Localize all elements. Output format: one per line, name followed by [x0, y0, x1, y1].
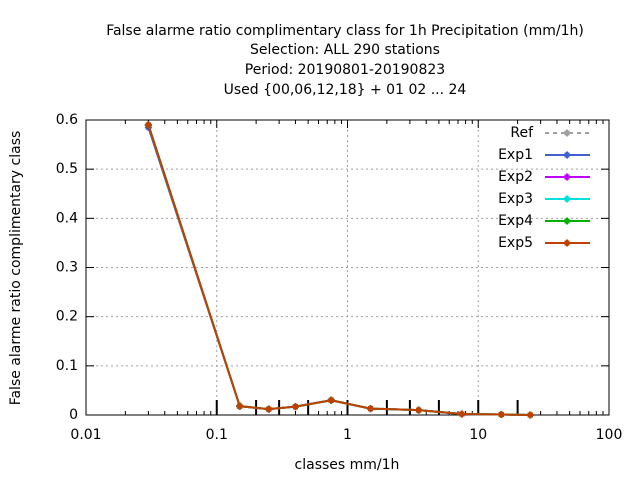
marker-part — [564, 152, 570, 158]
legend-marker — [563, 217, 571, 225]
x-tick-label: 0.1 — [206, 427, 228, 443]
legend-label: Exp1 — [498, 147, 533, 163]
series-line — [147, 127, 531, 416]
series-line — [147, 124, 531, 416]
data-point — [144, 121, 152, 129]
marker-part — [368, 406, 374, 412]
y-tick-label: 0.1 — [56, 358, 78, 374]
marker-part — [459, 411, 465, 417]
chart-title: False alarme ratio complimentary class f… — [106, 23, 584, 39]
y-tick-label: 0 — [69, 407, 78, 423]
marker-part — [564, 130, 570, 136]
legend-label: Ref — [510, 125, 534, 141]
marker-part — [564, 240, 570, 246]
legend-marker — [563, 151, 571, 159]
legend-marker — [563, 195, 571, 203]
marker-part — [145, 122, 151, 128]
data-point — [526, 411, 534, 419]
x-axis-label: classes mm/1h — [295, 457, 400, 473]
legend-label: Exp3 — [498, 191, 533, 207]
chart-subtitle: Used {00,06,12,18} + 01 02 ... 24 — [224, 82, 467, 98]
data-point — [497, 411, 505, 419]
legend-label: Exp5 — [498, 235, 533, 251]
x-tick-label: 10 — [469, 427, 487, 443]
chart-subtitle: Period: 20190801-20190823 — [245, 62, 445, 78]
y-tick-label: 0.3 — [56, 260, 78, 276]
chart-subtitle: Selection: ALL 290 stations — [250, 42, 440, 58]
x-tick-label: 1 — [343, 427, 352, 443]
marker-part — [498, 412, 504, 418]
marker-part — [564, 218, 570, 224]
data-point — [291, 403, 299, 411]
data-point — [265, 405, 273, 413]
data-point — [327, 396, 335, 404]
marker-part — [416, 407, 422, 413]
series-line — [147, 124, 531, 416]
marker-part — [292, 404, 298, 410]
legend-marker — [563, 129, 571, 137]
marker-part — [237, 403, 243, 409]
y-axis-label: False alarme ratio complimentary class — [8, 131, 24, 406]
x-tick-label: 0.01 — [70, 427, 101, 443]
data-point — [236, 402, 244, 410]
marker-part — [328, 397, 334, 403]
data-point — [458, 410, 466, 418]
marker-part — [564, 174, 570, 180]
marker-part — [266, 406, 272, 412]
legend-marker — [563, 239, 571, 247]
marker-part — [564, 196, 570, 202]
series-line — [147, 124, 531, 416]
y-tick-label: 0.2 — [56, 309, 78, 325]
y-tick-label: 0.6 — [56, 112, 78, 128]
data-point — [415, 406, 423, 414]
y-tick-label: 0.5 — [56, 161, 78, 177]
legend-label: Exp2 — [498, 169, 533, 185]
y-tick-label: 0.4 — [56, 210, 78, 226]
legend-label: Exp4 — [498, 213, 533, 229]
marker-part — [527, 412, 533, 418]
legend-marker — [563, 173, 571, 181]
data-point — [367, 405, 375, 413]
series-line — [147, 124, 531, 416]
x-tick-label: 100 — [596, 427, 623, 443]
